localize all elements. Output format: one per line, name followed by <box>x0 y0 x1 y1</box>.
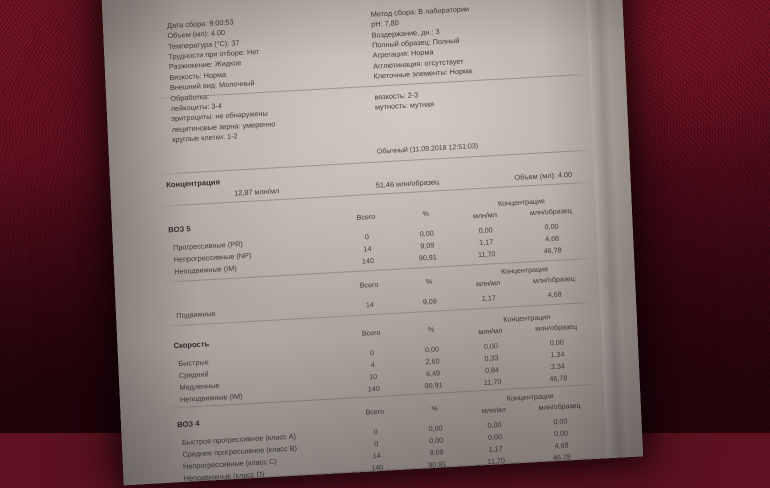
paper-vignette <box>100 0 644 486</box>
paper-sheet: Дата сбора: 9:00:53 Объем (мл): 4.00 Тем… <box>100 0 644 486</box>
paper-sheet-wrapper: Дата сбора: 9:00:53 Объем (мл): 4.00 Тем… <box>100 0 644 486</box>
